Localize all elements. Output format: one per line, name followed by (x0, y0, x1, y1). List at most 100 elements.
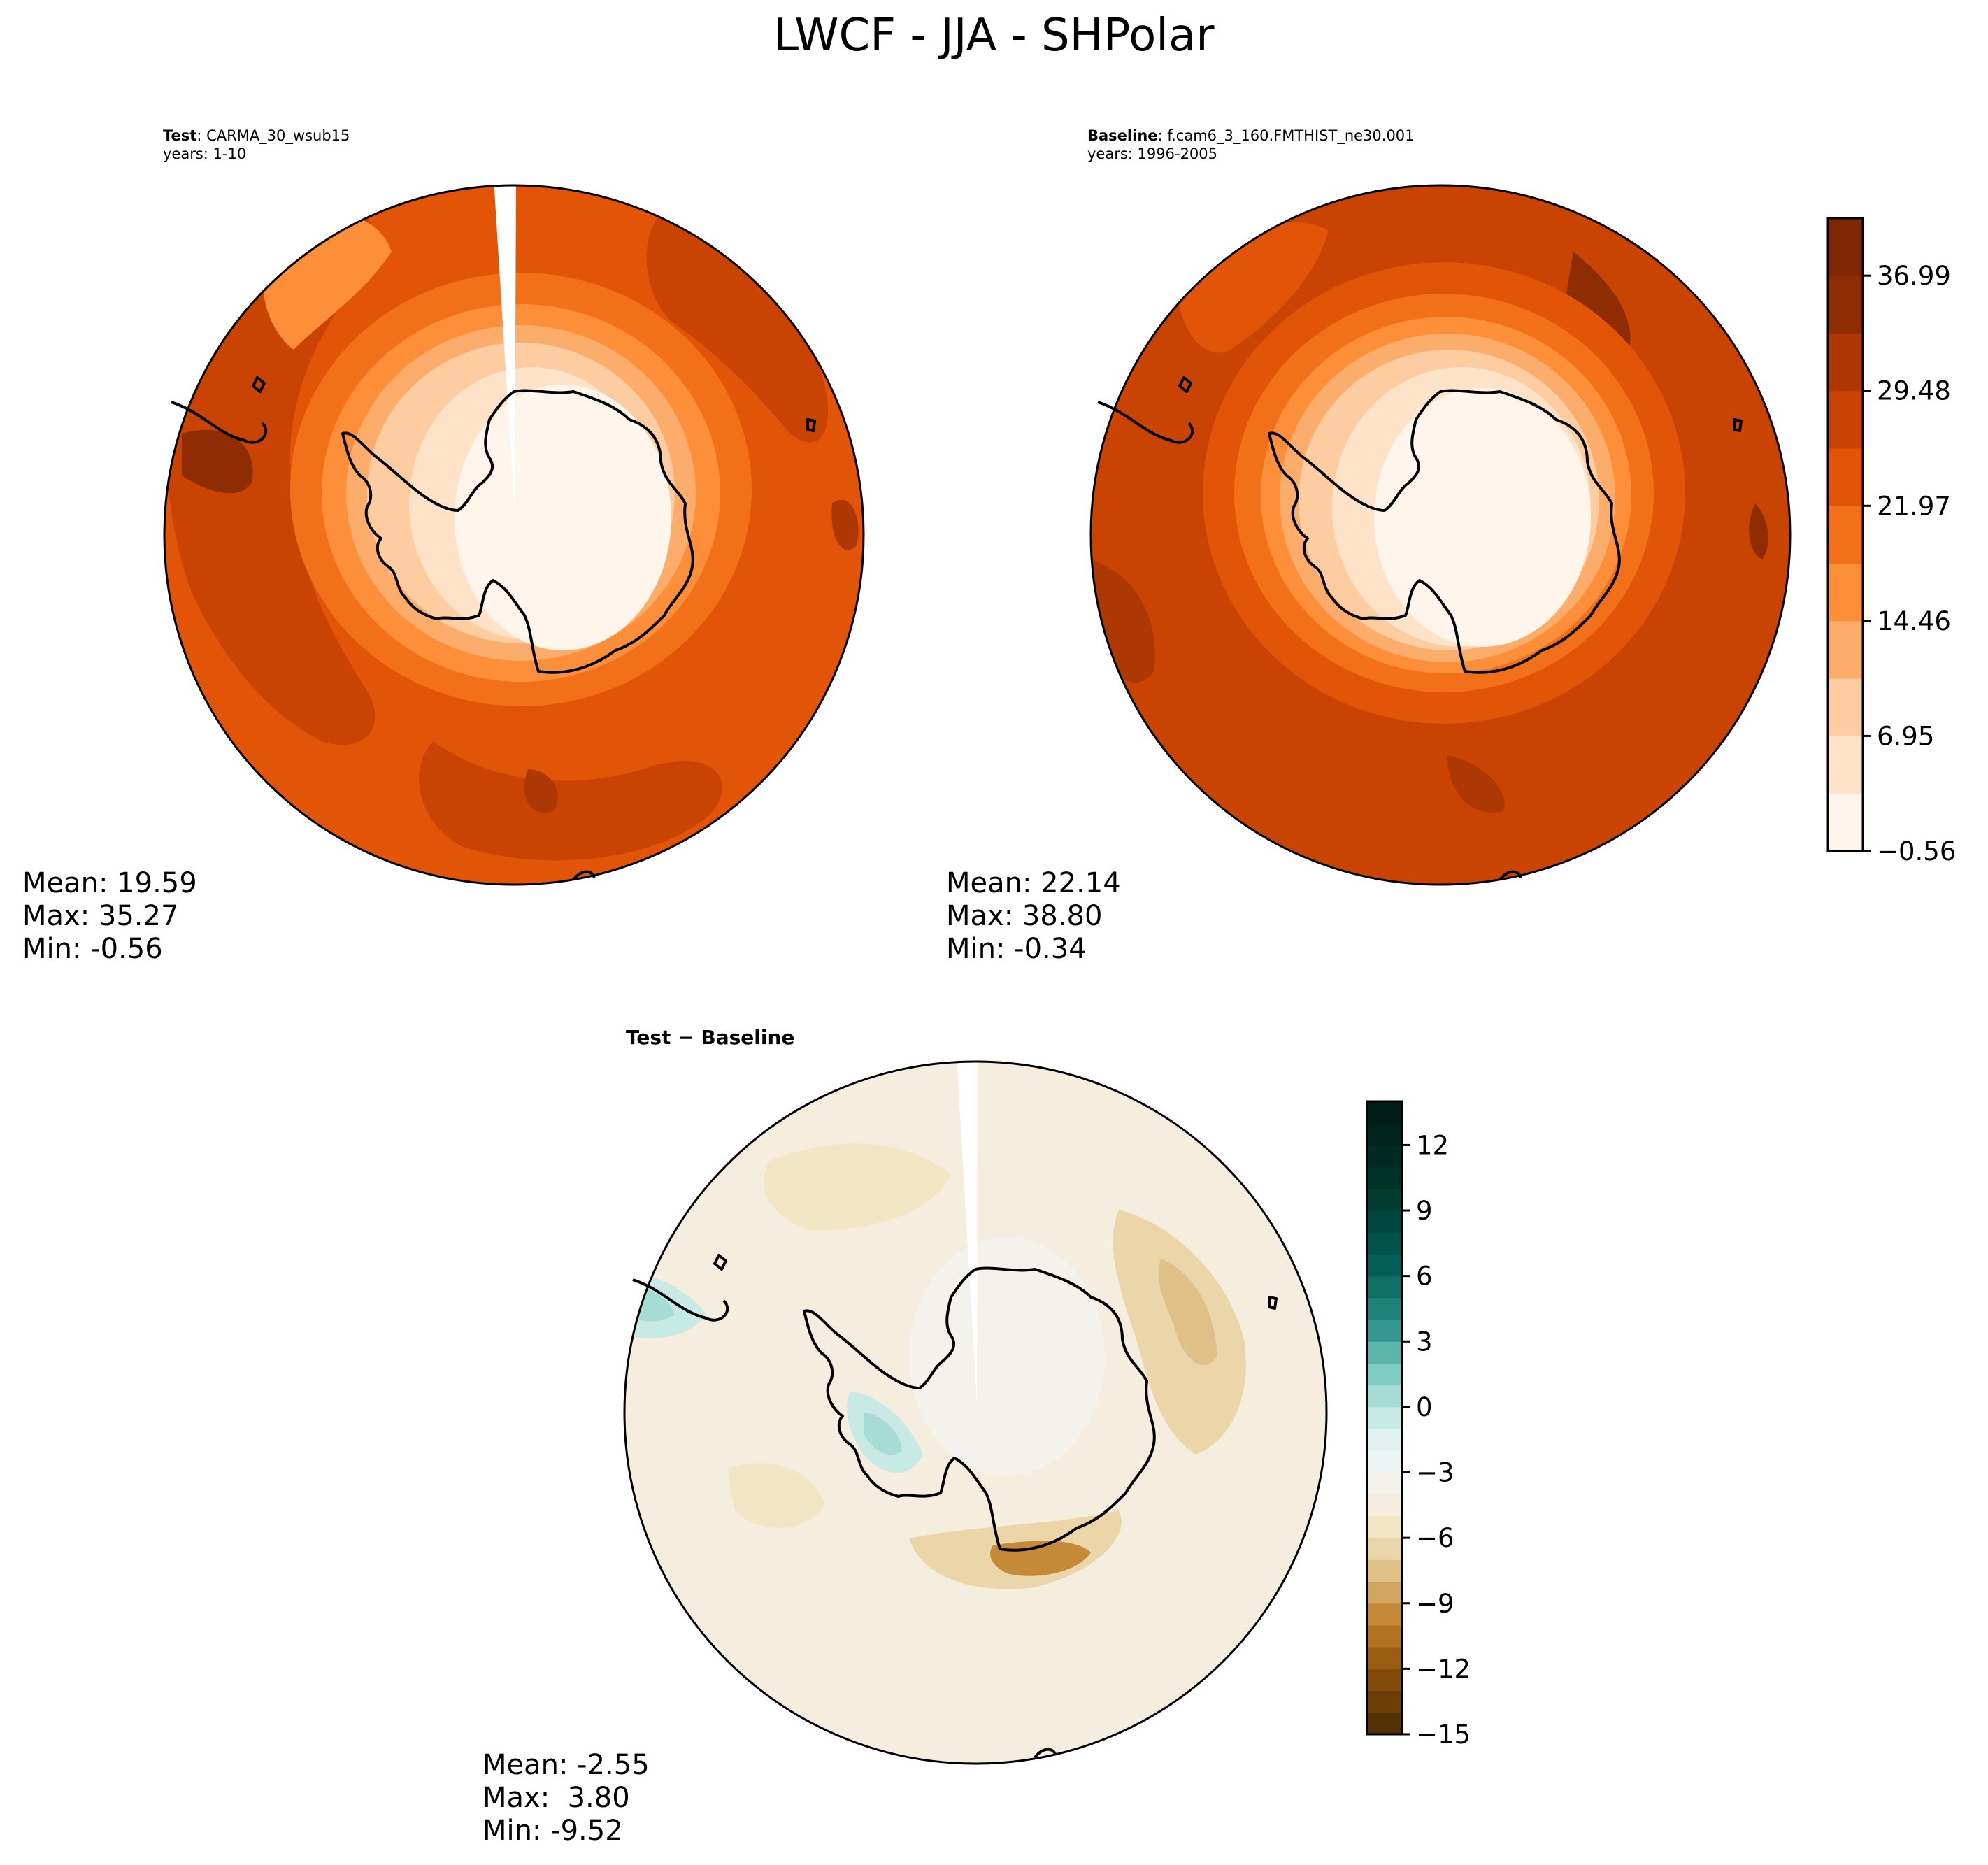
main-colorbar-tick-label-2: 14.46 (1877, 606, 1951, 636)
diff-field-negative-e-inner (1158, 1259, 1217, 1366)
main-colorbar-swatch-1 (1828, 736, 1863, 794)
main-colorbar-swatch-5 (1828, 506, 1863, 564)
diff-colorbar-swatch-25 (1367, 1166, 1402, 1189)
diff-map-boundary (623, 1060, 1328, 1765)
main-colorbar-swatch-0 (1828, 793, 1863, 852)
diff-coast-main (803, 1266, 1156, 1552)
diff-colorbar-swatch-23 (1367, 1210, 1402, 1233)
diff-colorbar-swatch-27 (1367, 1123, 1402, 1145)
diff-colorbar-tick-label-8: 9 (1416, 1196, 1433, 1226)
baseline-coast-south-edge (1499, 870, 1522, 881)
diff-colorbar-frame (1366, 1100, 1403, 1736)
diff-colorbar-swatch-20 (1367, 1276, 1402, 1299)
main-colorbar-swatch-6 (1828, 448, 1863, 506)
diff-field-interior (909, 1238, 1105, 1475)
baseline-coast-island-2 (1733, 418, 1743, 432)
test-max: Max: 35.27 (22, 900, 179, 932)
diff-colorbar-swatch-4 (1367, 1624, 1402, 1648)
test-coast-island-2 (806, 418, 816, 432)
test-field-ring-6 (455, 385, 671, 650)
diff-colorbar: −15 −12 −9 −6 −3 0 3 6 9 12 (1366, 1100, 1471, 1750)
diff-colorbar-swatch-28 (1367, 1101, 1402, 1124)
baseline-field-max-patch (1749, 503, 1768, 559)
baseline-subtitle: Baseline: f.cam6_3_160.FMTHIST_ne30.001 … (1087, 127, 1415, 163)
main-colorbar-tick-label-0: −0.56 (1877, 836, 1956, 866)
diff-mean: Mean: -2.55 (482, 1749, 650, 1781)
test-coast-samerica (171, 401, 268, 444)
diff-max: Max: 3.80 (482, 1782, 630, 1814)
diff-colorbar-swatch-5 (1367, 1603, 1402, 1626)
diff-coast-samerica (632, 1278, 729, 1322)
diff-stats: Mean: -2.55 Max: 3.80 Min: -9.52 (482, 1749, 650, 1848)
test-min: Min: -0.56 (22, 933, 163, 965)
test-case: : CARMA_30_wsub15 (196, 127, 350, 144)
test-label: Test (163, 127, 197, 144)
test-years: years: 1-10 (163, 145, 247, 162)
diff-colorbar-swatch-13 (1367, 1429, 1402, 1451)
diff-colorbar-swatch-7 (1367, 1559, 1402, 1582)
diff-colorbar-tick-label-5: 0 (1416, 1392, 1433, 1422)
baseline-field-patch-s (1447, 755, 1505, 813)
diff-coast-south-edge (1034, 1748, 1057, 1759)
test-field-max-patch (182, 429, 253, 494)
diff-colorbar-swatch-26 (1367, 1145, 1402, 1168)
diff-colorbar-tick-label-9: 12 (1416, 1130, 1449, 1160)
test-coast-main (341, 389, 694, 674)
baseline-coast-main (1268, 389, 1621, 674)
main-colorbar-tick-label-4: 29.48 (1877, 376, 1951, 406)
diff-colorbar-swatch-10 (1367, 1494, 1402, 1517)
antarctica-coastline-icon (171, 376, 816, 881)
test-map (163, 184, 865, 886)
main-colorbar-tick-label-5: 36.99 (1877, 261, 1951, 291)
diff-colorbar-swatch-21 (1367, 1254, 1402, 1277)
diff-colorbar-swatch-17 (1367, 1341, 1402, 1364)
main-colorbar-swatch-7 (1828, 390, 1863, 449)
baseline-label: Baseline (1087, 127, 1158, 144)
baseline-mean: Mean: 22.14 (946, 867, 1121, 899)
diff-colorbar-swatch-0 (1367, 1712, 1402, 1735)
test-field-band-south (419, 741, 722, 861)
main-colorbar-tick-label-3: 21.97 (1877, 491, 1951, 521)
diff-coast-island-1 (713, 1254, 727, 1271)
diff-colorbar-swatch-3 (1367, 1647, 1402, 1669)
diff-colorbar-tick-label-4: −3 (1416, 1458, 1454, 1488)
diff-field-negative-n (764, 1143, 951, 1231)
diff-colorbar-swatch-11 (1367, 1472, 1402, 1495)
diff-colorbar-tick-label-6: 3 (1416, 1327, 1433, 1357)
main-colorbar-tick-label-1: 6.95 (1877, 721, 1934, 751)
test-coast-island-1 (252, 376, 266, 393)
baseline-years: years: 1996-2005 (1087, 145, 1218, 162)
diff-colorbar-swatch-9 (1367, 1515, 1402, 1538)
baseline-field-ring-7 (1374, 388, 1591, 647)
baseline-stats: Mean: 22.14 Max: 38.80 Min: -0.34 (946, 867, 1121, 966)
test-coast-south-edge (572, 870, 596, 881)
diff-colorbar-tick-label-2: −9 (1416, 1589, 1454, 1619)
diff-colorbar-tick-label-7: 6 (1416, 1262, 1433, 1292)
test-stats: Mean: 19.59 Max: 35.27 Min: -0.56 (22, 867, 197, 966)
diff-min: Min: -9.52 (482, 1815, 623, 1847)
antarctica-coastline-icon (1097, 376, 1743, 881)
baseline-coast-island-1 (1178, 376, 1192, 393)
baseline-min: Min: -0.34 (946, 933, 1087, 965)
diff-colorbar-swatch-24 (1367, 1188, 1402, 1211)
test-field-patch-2 (831, 499, 859, 550)
baseline-case: : f.cam6_3_160.FMTHIST_ne30.001 (1157, 127, 1415, 144)
diff-colorbar-swatch-2 (1367, 1669, 1402, 1692)
diff-field-positive-peninsula-inner (864, 1413, 902, 1455)
main-colorbar-swatch-2 (1828, 678, 1863, 736)
diff-colorbar-swatch-8 (1367, 1538, 1402, 1560)
diff-colorbar-tick-label-1: −12 (1416, 1654, 1471, 1684)
diff-coast-island-2 (1268, 1296, 1278, 1310)
diff-colorbar-swatch-15 (1367, 1385, 1402, 1408)
main-colorbar-swatch-4 (1828, 563, 1863, 622)
test-missing-wedge (494, 185, 516, 514)
diff-colorbar-tick-label-3: −6 (1416, 1523, 1454, 1553)
diff-colorbar-swatch-6 (1367, 1581, 1402, 1604)
baseline-field-patch-ne (1566, 252, 1631, 353)
diff-colorbar-tick-label-0: −15 (1416, 1720, 1471, 1750)
diff-colorbar-swatch-22 (1367, 1232, 1402, 1255)
diff-colorbar-swatch-16 (1367, 1363, 1402, 1386)
test-mean: Mean: 19.59 (22, 867, 197, 899)
diff-map (623, 1060, 1328, 1765)
diff-colorbar-swatch-14 (1367, 1406, 1402, 1429)
